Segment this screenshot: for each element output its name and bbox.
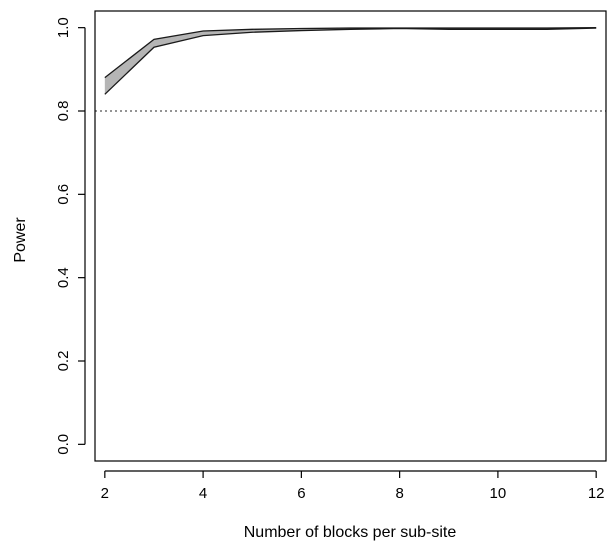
y-tick-label: 0.6 — [55, 184, 72, 205]
y-axis: 0.0 0.2 0.4 0.6 0.8 1.0 — [55, 17, 86, 455]
x-tick-label: 4 — [199, 485, 207, 502]
power-band-fill — [104, 27, 597, 95]
y-tick-label: 0.0 — [55, 434, 72, 455]
power-band-layer — [104, 27, 597, 95]
x-tick-label: 2 — [101, 485, 109, 502]
x-axis: 2 4 6 8 10 12 — [101, 470, 605, 502]
x-tick-label: 6 — [297, 485, 305, 502]
y-tick-label: 0.4 — [55, 267, 72, 288]
y-tick-label: 0.2 — [55, 351, 72, 372]
y-axis-title: Power — [12, 217, 29, 263]
x-axis-title: Number of blocks per sub-site — [244, 524, 457, 541]
x-tick-label: 8 — [395, 485, 403, 502]
power-band-lower-line — [104, 27, 597, 95]
x-tick-label: 10 — [490, 485, 507, 502]
x-tick-label: 12 — [588, 485, 605, 502]
plot-frame — [94, 10, 607, 462]
y-tick-label: 1.0 — [55, 17, 72, 38]
y-tick-label: 0.8 — [55, 101, 72, 122]
power-band-upper-line — [104, 27, 597, 79]
